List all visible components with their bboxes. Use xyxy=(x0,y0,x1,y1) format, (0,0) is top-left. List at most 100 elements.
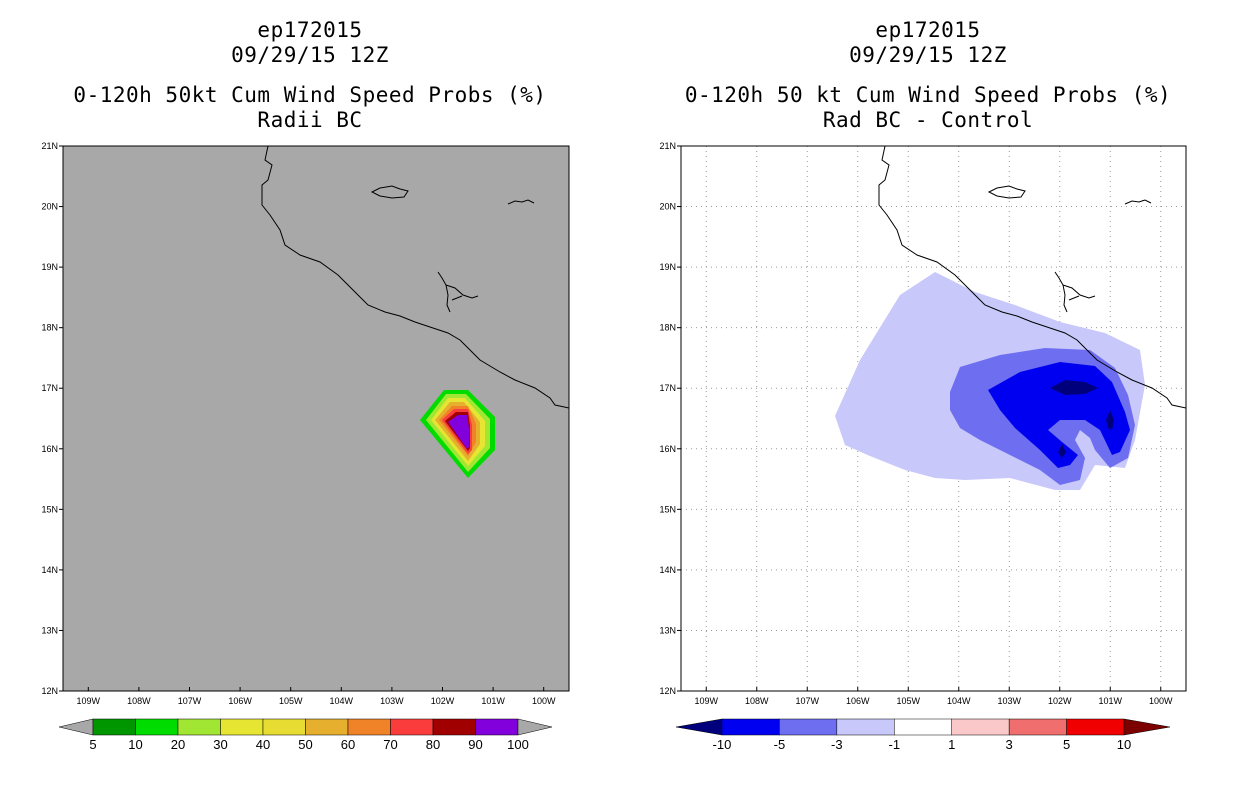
left-colorbar-swatch xyxy=(432,718,476,736)
right-colorbar-swatch xyxy=(1066,718,1125,736)
right-lat-label: 20N xyxy=(659,202,676,212)
left-title-block: ep172015 09/29/15 12Z 0-120h 50kt Cum Wi… xyxy=(30,18,590,133)
left-colorbar-label: 20 xyxy=(171,737,185,752)
left-colorbar-swatch xyxy=(475,718,519,736)
left-lat-label: 15N xyxy=(41,504,58,514)
left-lat-label: 17N xyxy=(41,383,58,393)
right-lat-label: 19N xyxy=(659,262,676,272)
left-lat-label: 20N xyxy=(41,202,58,212)
right-lat-label: 16N xyxy=(659,444,676,454)
left-colorbar-label: 5 xyxy=(89,737,96,752)
right-colorbar-swatch xyxy=(951,718,1010,736)
left-lon-label: 106W xyxy=(228,696,252,706)
right-colorbar-swatch xyxy=(836,718,895,736)
right-lat-label: 17N xyxy=(659,383,676,393)
left-axis-ticks: 21N 20N 19N 18N 17N 16N 15N 14N 13N 12N 109W 108W 10… xyxy=(41,141,555,706)
right-lon-label: 103W xyxy=(997,696,1021,706)
left-colorbar-label: 90 xyxy=(468,737,482,752)
right-lat-label: 18N xyxy=(659,323,676,333)
left-lon-label: 102W xyxy=(431,696,455,706)
left-map: 21N 20N 19N 18N 17N 16N 15N 14N 13N 12N 109W 108W 10… xyxy=(41,141,570,706)
left-colorbar-label: 70 xyxy=(383,737,397,752)
right-colorbar-swatch xyxy=(721,718,780,736)
left-lat-label: 18N xyxy=(41,323,58,333)
right-coastline xyxy=(878,146,1186,409)
right-title-block: ep172015 09/29/15 12Z 0-120h 50 kt Cum W… xyxy=(648,18,1208,133)
left-map-frame xyxy=(62,145,570,692)
left-lake-chapala xyxy=(370,185,409,199)
left-lat-label: 19N xyxy=(41,262,58,272)
right-colorbar-swatch xyxy=(1008,718,1067,736)
right-difference-contours xyxy=(835,146,1186,490)
right-map-frame xyxy=(680,145,1187,692)
right-lat-label: 14N xyxy=(659,565,676,575)
right-lat-label: 21N xyxy=(659,141,676,151)
right-lon-label: 104W xyxy=(947,696,971,706)
left-colorbar-high-arrow xyxy=(517,718,553,736)
left-product: 0-120h 50kt Cum Wind Speed Probs (%) xyxy=(73,83,547,107)
left-lat-label: 14N xyxy=(41,565,58,575)
right-lon-label: 100W xyxy=(1149,696,1173,706)
right-colorbar-high-arrow xyxy=(1123,718,1171,736)
left-lon-label: 108W xyxy=(127,696,151,706)
left-lon-label: 101W xyxy=(481,696,505,706)
left-subtitle: Radii BC xyxy=(257,108,363,132)
left-colorbar: 5 10 20 30 40 50 60 70 80 90 100 xyxy=(58,718,553,752)
right-lake-chapala xyxy=(987,185,1026,199)
left-datetime: 09/29/15 12Z xyxy=(231,43,389,67)
left-lon-label: 104W xyxy=(330,696,354,706)
left-lon-label: 103W xyxy=(380,696,404,706)
left-lat-label: 21N xyxy=(41,141,58,151)
right-lon-label: 108W xyxy=(745,696,769,706)
left-colorbar-label: 40 xyxy=(256,737,270,752)
left-colorbar-label: 60 xyxy=(341,737,355,752)
left-coastline xyxy=(261,146,569,409)
left-colorbar-label: 100 xyxy=(507,737,529,752)
right-map: 21N 20N 19N 18N 17N 16N 15N 14N 13N 12N 109W 108W 10… xyxy=(659,141,1187,706)
right-colorbar: -10 -5 -3 -1 1 3 5 10 xyxy=(675,718,1171,752)
left-case-id: ep172015 xyxy=(257,18,363,42)
left-colorbar-low-arrow xyxy=(58,718,94,736)
right-inland-water-1 xyxy=(1124,199,1152,205)
left-lat-label: 13N xyxy=(41,625,58,635)
left-river xyxy=(437,271,479,313)
left-colorbar-swatch xyxy=(135,718,179,736)
right-product: 0-120h 50 kt Cum Wind Speed Probs (%) xyxy=(684,83,1172,107)
right-lon-label: 107W xyxy=(795,696,819,706)
right-colorbar-low-arrow xyxy=(675,718,723,736)
right-colorbar-label: 10 xyxy=(1117,737,1131,752)
right-lon-label: 101W xyxy=(1098,696,1122,706)
left-colorbar-swatch xyxy=(390,718,434,736)
right-case-id: ep172015 xyxy=(875,18,981,42)
left-lon-label: 109W xyxy=(77,696,101,706)
left-colorbar-label: 10 xyxy=(128,737,142,752)
right-colorbar-swatch xyxy=(894,718,952,736)
right-lon-label: 109W xyxy=(694,696,718,706)
right-river xyxy=(1054,271,1096,313)
right-colorbar-swatch xyxy=(779,718,838,736)
right-contour-minus10-c xyxy=(1058,444,1066,458)
left-colorbar-swatch xyxy=(177,718,221,736)
left-colorbar-swatch xyxy=(262,718,306,736)
right-lon-label: 105W xyxy=(896,696,920,706)
left-colorbar-swatch xyxy=(347,718,391,736)
right-lon-label: 106W xyxy=(846,696,870,706)
right-colorbar-label: 5 xyxy=(1063,737,1070,752)
left-colorbar-swatch xyxy=(305,718,349,736)
right-lat-label: 13N xyxy=(659,625,676,635)
left-probability-contours xyxy=(261,146,569,478)
right-colorbar-label: -10 xyxy=(713,737,732,752)
right-colorbar-label: -3 xyxy=(831,737,843,752)
right-contour-minus10-a xyxy=(1050,380,1098,395)
left-colorbar-label: 30 xyxy=(213,737,227,752)
right-colorbar-label: 1 xyxy=(948,737,955,752)
right-colorbar-label: -1 xyxy=(888,737,900,752)
right-subtitle: Rad BC - Control xyxy=(822,108,1034,132)
left-lon-label: 105W xyxy=(279,696,303,706)
right-gridlines xyxy=(681,146,1186,691)
right-axis-ticks: 21N 20N 19N 18N 17N 16N 15N 14N 13N 12N 109W 108W 10… xyxy=(659,141,1173,706)
left-lon-label: 107W xyxy=(178,696,202,706)
right-lat-label: 15N xyxy=(659,504,676,514)
left-lat-label: 16N xyxy=(41,444,58,454)
